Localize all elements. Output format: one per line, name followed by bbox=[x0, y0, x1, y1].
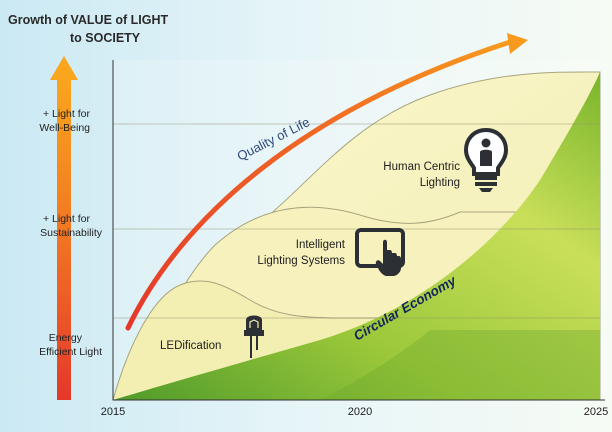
circular-economy-shade bbox=[113, 330, 600, 400]
svg-text:Well-Being: Well-Being bbox=[39, 122, 90, 134]
stage-label-human-centric-line-2: Lighting bbox=[420, 177, 460, 189]
svg-text:Energy: Energy bbox=[49, 332, 83, 344]
touch-tablet-icon bbox=[355, 228, 405, 276]
vertical-growth-arrow bbox=[50, 56, 78, 400]
light-bulb-person-icon bbox=[463, 127, 509, 192]
quality-of-life-arrow bbox=[125, 33, 528, 331]
x-tick-2015: 2015 bbox=[101, 406, 125, 418]
x-tick-2025: 2025 bbox=[584, 406, 608, 418]
diagram-title-line-2: to SOCIETY bbox=[70, 31, 141, 45]
svg-text:Sustainability: Sustainability bbox=[40, 227, 103, 239]
stage-label-human-centric-line-1: Human Centric bbox=[383, 161, 460, 173]
svg-text:+ Light for: + Light for bbox=[43, 108, 90, 120]
svg-text:+ Light for: + Light for bbox=[43, 213, 90, 225]
stage-label-intelligent-line-2: Lighting Systems bbox=[257, 255, 345, 267]
stage-label-ledification: LEDification bbox=[160, 340, 221, 352]
y-level-sustainability: + Light for Sustainability bbox=[40, 213, 103, 239]
y-level-well-being: + Light for Well-Being bbox=[39, 108, 90, 134]
stage-label-intelligent-line-1: Intelligent bbox=[296, 239, 346, 251]
x-tick-2020: 2020 bbox=[348, 406, 372, 418]
diagram-title-line-1: Growth of VALUE of LIGHT bbox=[8, 13, 169, 27]
svg-text:Efficient Light: Efficient Light bbox=[39, 346, 102, 358]
led-bulb-icon bbox=[244, 315, 264, 358]
y-level-energy-efficient: Energy Efficient Light bbox=[39, 332, 102, 358]
